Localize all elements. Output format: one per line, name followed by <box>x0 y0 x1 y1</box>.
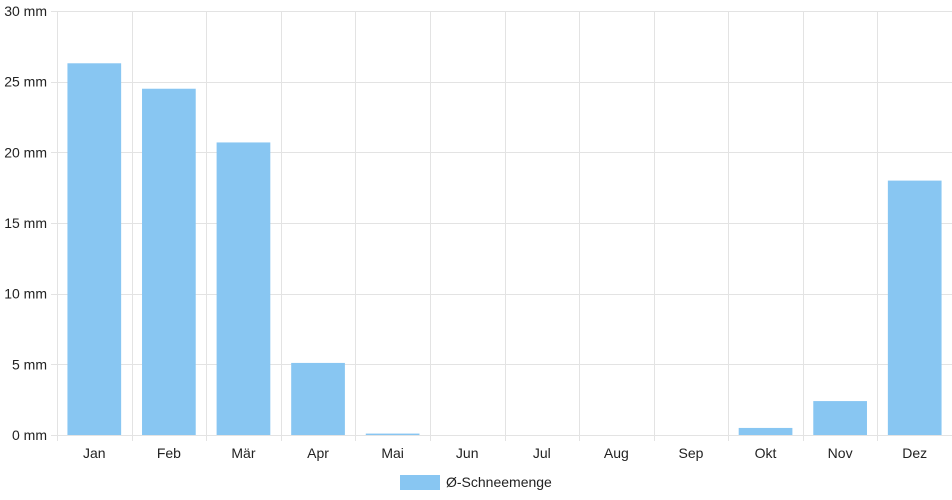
legend[interactable]: Ø-Schneemenge <box>400 474 552 490</box>
x-tick-label: Mai <box>381 445 404 461</box>
x-tick-label: Okt <box>755 445 777 461</box>
x-tick-label: Nov <box>828 445 853 461</box>
grid-lines <box>51 11 952 441</box>
bar-2[interactable] <box>216 142 271 435</box>
x-tick-label: Feb <box>157 445 181 461</box>
y-tick-label: 10 mm <box>4 286 47 302</box>
y-tick-label: 15 mm <box>4 215 47 231</box>
bar-3[interactable] <box>291 362 345 435</box>
bar-0[interactable] <box>67 63 122 435</box>
x-tick-label: Jul <box>533 445 551 461</box>
y-tick-label: 5 mm <box>12 356 47 372</box>
x-tick-label: Aug <box>604 445 629 461</box>
x-tick-label: Dez <box>902 445 927 461</box>
x-tick-label: Mär <box>231 445 255 461</box>
x-tick-label: Jan <box>83 445 106 461</box>
y-tick-label: 0 mm <box>12 427 47 443</box>
x-tick-label: Apr <box>307 445 329 461</box>
bar-11[interactable] <box>887 180 942 435</box>
bar-10[interactable] <box>813 401 867 435</box>
x-axis-ticks: Jan Feb Mär Apr Mai Jun Jul Aug Sep Okt Nov Dez <box>83 445 927 461</box>
y-tick-label: 20 mm <box>4 144 47 160</box>
bar-4[interactable] <box>365 433 420 435</box>
legend-swatch <box>400 475 440 490</box>
legend-label: Ø-Schneemenge <box>446 474 552 490</box>
bar-9[interactable] <box>738 427 793 435</box>
y-axis-ticks: 0 mm 5 mm 10 mm 15 mm 20 mm 25 mm 30 mm <box>4 3 47 443</box>
y-tick-label: 25 mm <box>4 74 47 90</box>
x-tick-label: Sep <box>678 445 703 461</box>
bar-1[interactable] <box>142 88 196 435</box>
x-tick-label: Jun <box>456 445 479 461</box>
y-tick-label: 30 mm <box>4 3 47 19</box>
bars <box>67 63 942 435</box>
